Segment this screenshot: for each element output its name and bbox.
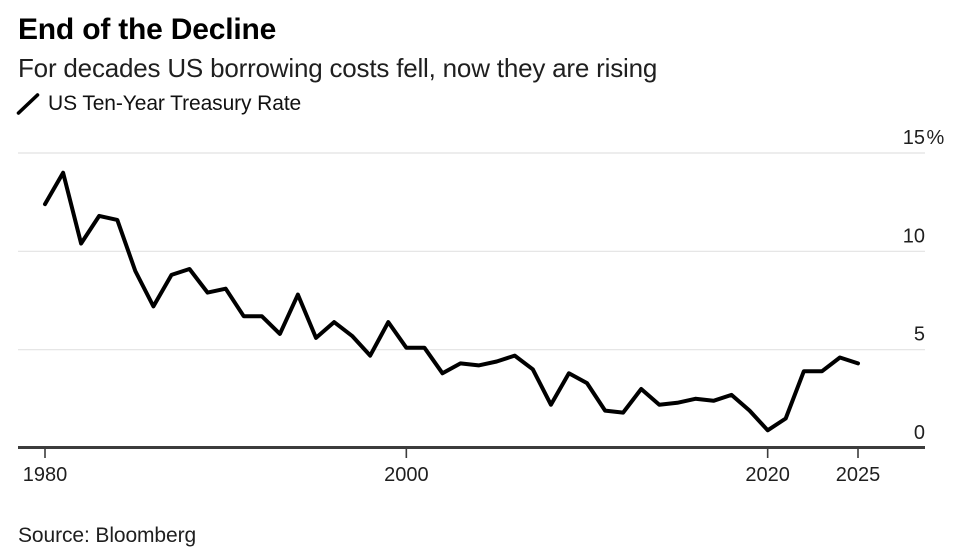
chart-title: End of the Decline bbox=[18, 13, 277, 46]
legend-label: US Ten-Year Treasury Rate bbox=[48, 92, 302, 115]
y-tick-unit: % bbox=[927, 127, 945, 149]
x-tick-label: 2020 bbox=[745, 464, 790, 486]
treasury-rate-line bbox=[43, 170, 860, 433]
source-note: Source: Bloomberg bbox=[18, 524, 197, 547]
x-tick-label: 1980 bbox=[23, 464, 68, 486]
y-tick-label: 15 bbox=[903, 127, 925, 149]
diagonal-line-icon bbox=[16, 93, 40, 115]
legend: US Ten-Year Treasury Rate bbox=[16, 92, 301, 116]
y-tick-label: 10 bbox=[903, 225, 925, 247]
x-tick-label: 2000 bbox=[384, 464, 429, 486]
x-tick-label: 2025 bbox=[836, 464, 881, 486]
y-tick-label: 5 bbox=[914, 324, 925, 346]
chart-subtitle: For decades US borrowing costs fell, now… bbox=[18, 53, 658, 83]
y-tick-label: 0 bbox=[914, 422, 925, 444]
